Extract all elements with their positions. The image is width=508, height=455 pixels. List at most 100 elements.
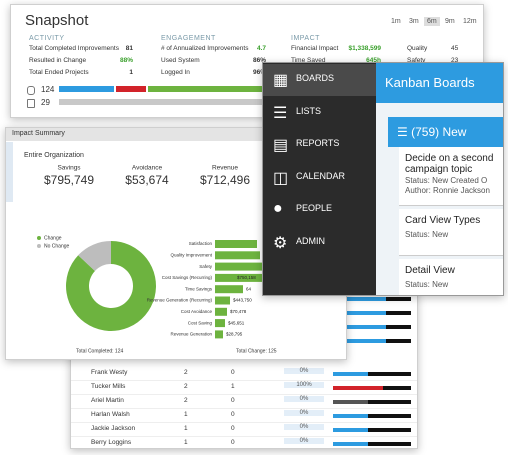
legend-label: Change	[44, 235, 62, 241]
stat-label: Revenue	[212, 165, 238, 172]
row-divider	[71, 436, 417, 437]
header: Kanban Boards	[385, 75, 475, 90]
row-bar	[368, 372, 411, 376]
count-icon	[27, 86, 35, 95]
period-button[interactable]: 9m	[445, 18, 455, 25]
row-bar	[368, 428, 411, 432]
cell-pct: 0%	[284, 424, 324, 430]
cell-pct: 0%	[284, 438, 324, 444]
column-name: (759) New	[411, 125, 467, 139]
menu-icon: ●	[273, 200, 283, 217]
cell-num: 1	[184, 411, 188, 418]
cell-name: Jackie Jackson	[91, 425, 136, 432]
metric-value: 1	[129, 69, 133, 76]
menu-item[interactable]: REPORTS	[296, 138, 340, 148]
menu-icon: ▦	[273, 72, 289, 89]
bar	[215, 330, 223, 339]
cell-num: 1	[184, 439, 188, 446]
cell-name: Tucker Mills	[91, 383, 126, 390]
period-button[interactable]: 3m	[409, 18, 419, 25]
menu-item[interactable]: ADMIN	[296, 235, 325, 246]
bar-category: Cost Saving	[188, 320, 213, 325]
period-button[interactable]: 1m	[391, 18, 401, 25]
row-bar	[368, 414, 411, 418]
card[interactable]: Decide on a second campaign topic Status:…	[399, 147, 503, 206]
row-divider	[71, 394, 417, 395]
row-bar	[386, 339, 411, 343]
card-title: Card View Types	[405, 215, 481, 226]
row-bar	[333, 400, 368, 404]
row-bar	[383, 386, 411, 390]
bar-annotation: $443,750	[233, 298, 252, 303]
bar-annotation: 64	[246, 286, 252, 291]
row-bar	[333, 372, 368, 376]
title-bar	[6, 128, 346, 141]
menu-icon: ☰	[273, 104, 288, 122]
card-line: Status: New	[405, 280, 449, 289]
count: 29	[41, 98, 50, 107]
row-bar	[346, 297, 386, 301]
cell-num: 0	[231, 369, 235, 376]
row-bar	[346, 339, 386, 343]
metric-value: 86%	[252, 57, 266, 64]
card-line: Author: Ronnie Jackson	[405, 186, 490, 195]
bar-annotation: $750,158	[237, 275, 256, 280]
legend-label: No Change	[44, 243, 70, 249]
bar-annotation: $45,651	[228, 320, 245, 325]
impact-charts: Savings$795,749Avoidance$53,674Revenue$7…	[37, 165, 277, 354]
column-title[interactable]: ☰ (759) New	[397, 125, 467, 139]
row-divider	[71, 422, 417, 423]
row-bar	[333, 414, 368, 418]
metric-label: Logged In	[161, 69, 190, 76]
metric-value: 23	[451, 57, 459, 64]
row-bar	[333, 386, 383, 390]
metric-value: 88%	[119, 57, 133, 64]
cell-name: Harlan Walsh	[91, 411, 130, 418]
metric-value: $1,338,599	[348, 45, 381, 52]
section-heading: ENGAGEMENT	[161, 35, 216, 42]
metric-value: 96%	[252, 69, 266, 76]
row-bar	[333, 428, 368, 432]
card[interactable]: Card View Types Status: New	[399, 209, 503, 256]
menu-item[interactable]: LISTS	[296, 105, 322, 116]
legend-swatch	[37, 244, 41, 248]
card-line: Status: New Created O	[405, 176, 488, 185]
metric-label: Quality	[407, 45, 428, 52]
card[interactable]: Detail View Status: New	[399, 259, 503, 295]
footer-text: Total Completed: 124	[76, 348, 123, 354]
menu-item[interactable]: BOARDS	[296, 73, 335, 83]
bar-annotation: $70,478	[230, 309, 247, 314]
period-button[interactable]: 12m	[463, 18, 477, 25]
bar-annotation: $28,795	[226, 332, 243, 337]
stat-value: $795,749	[44, 173, 94, 187]
bar-category: Safety	[199, 264, 213, 269]
progress-segment	[148, 86, 263, 92]
side-tab	[6, 142, 13, 202]
cell-num: 2	[184, 397, 188, 404]
menu-item[interactable]: PEOPLE	[296, 203, 333, 213]
cell-name: Ariel Martin	[91, 397, 124, 404]
menu-item[interactable]: CALENDAR	[296, 170, 346, 181]
metric-value: 4.7	[256, 45, 266, 52]
bar	[215, 285, 243, 294]
cell-num: 0	[231, 425, 235, 432]
bar-category: Time Savings	[185, 286, 213, 291]
bar-category: Revenue Generation (Recurring)	[147, 298, 213, 303]
metric-label: Used System	[161, 57, 200, 64]
cell-name: Frank Westy	[91, 369, 128, 376]
row-bar	[386, 325, 411, 329]
bar-category: Quality Improvement	[170, 252, 212, 257]
bar-category: Satisfaction	[189, 241, 213, 246]
cell-num: 0	[231, 411, 235, 418]
row-bar	[368, 442, 411, 446]
stat-label: Avoidance	[132, 165, 163, 172]
donut-slice	[78, 241, 111, 271]
card-title: Detail View	[405, 265, 455, 276]
footer-text: Total Change: 125	[236, 348, 277, 354]
metric-value: 45	[451, 45, 459, 52]
row-bar	[386, 311, 411, 315]
stat-value: $53,674	[125, 173, 169, 187]
cell-num: 1	[184, 425, 188, 432]
period-button[interactable]: 6m	[424, 17, 440, 26]
row-bar	[333, 442, 368, 446]
